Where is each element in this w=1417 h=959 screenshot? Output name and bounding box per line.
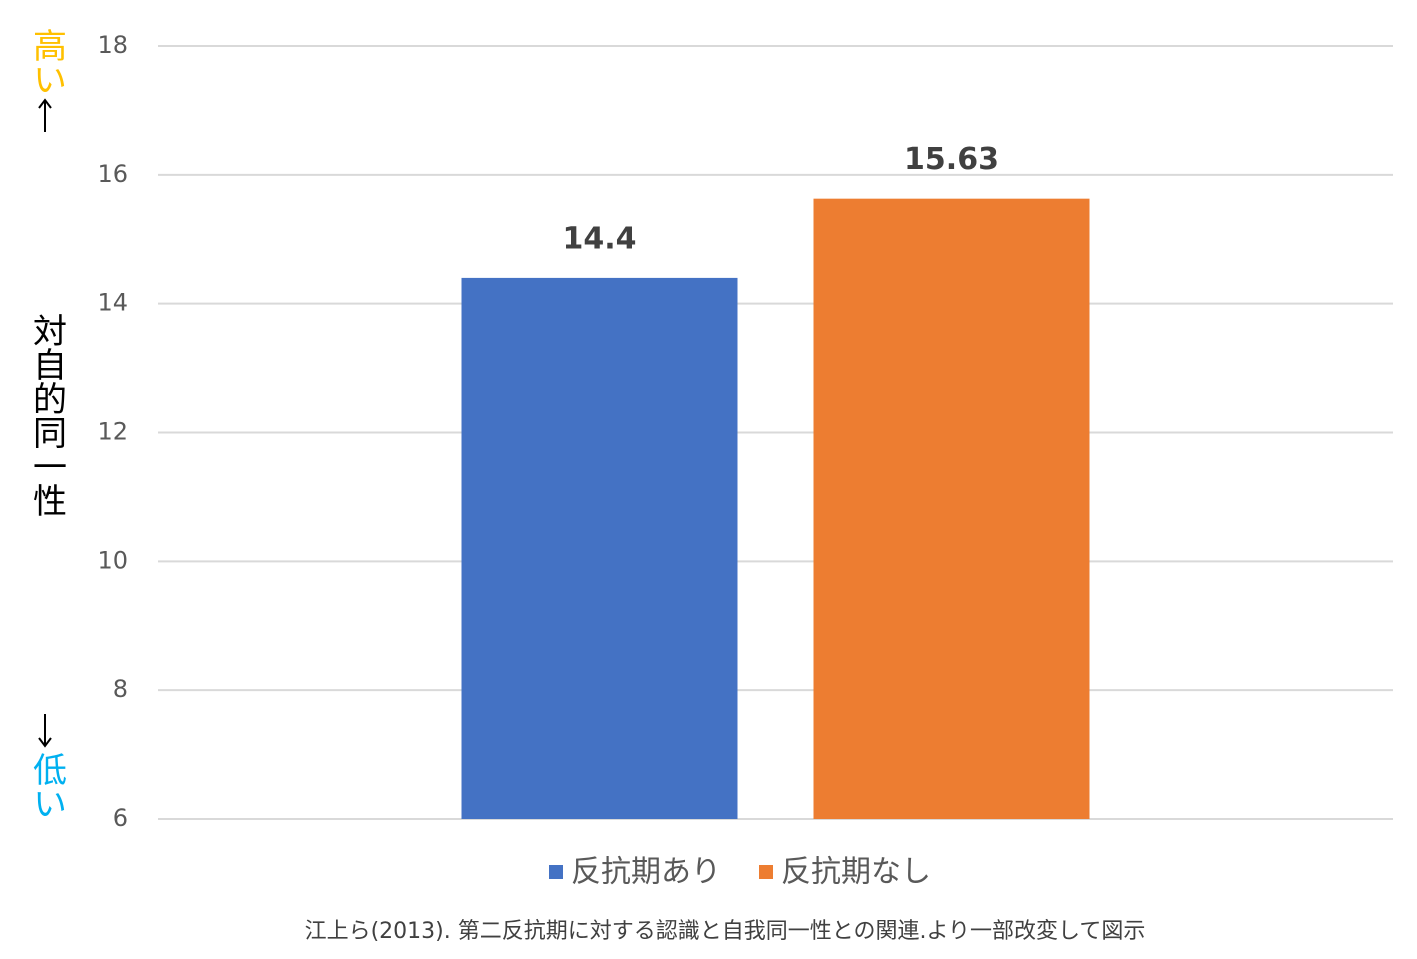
y-tick-label: 18 — [97, 31, 128, 59]
legend-swatch — [759, 865, 773, 879]
y-axis-label: 対自的同一性 — [27, 313, 67, 517]
low-annotation: 低い — [27, 752, 67, 820]
high-annotation: 高い — [27, 28, 67, 96]
y-tick-label: 12 — [97, 418, 128, 446]
data-label: 14.4 — [562, 221, 636, 256]
y-tick-label: 16 — [97, 160, 128, 188]
legend-swatch — [549, 865, 563, 879]
y-tick-label: 8 — [113, 675, 128, 703]
legend-label: 反抗期あり — [571, 855, 721, 890]
y-tick-label: 6 — [113, 804, 128, 832]
y-tick-label: 10 — [97, 546, 128, 574]
source-note: 江上ら(2013). 第二反抗期に対する認識と自我同一性との関連.より一部改変し… — [305, 919, 1146, 944]
bar — [813, 198, 1090, 820]
down-arrow — [38, 714, 52, 748]
data-label: 15.63 — [904, 142, 999, 177]
bar — [461, 277, 738, 819]
up-arrow — [38, 98, 52, 132]
legend-label: 反抗期なし — [781, 855, 931, 890]
y-tick-label: 14 — [97, 289, 128, 317]
